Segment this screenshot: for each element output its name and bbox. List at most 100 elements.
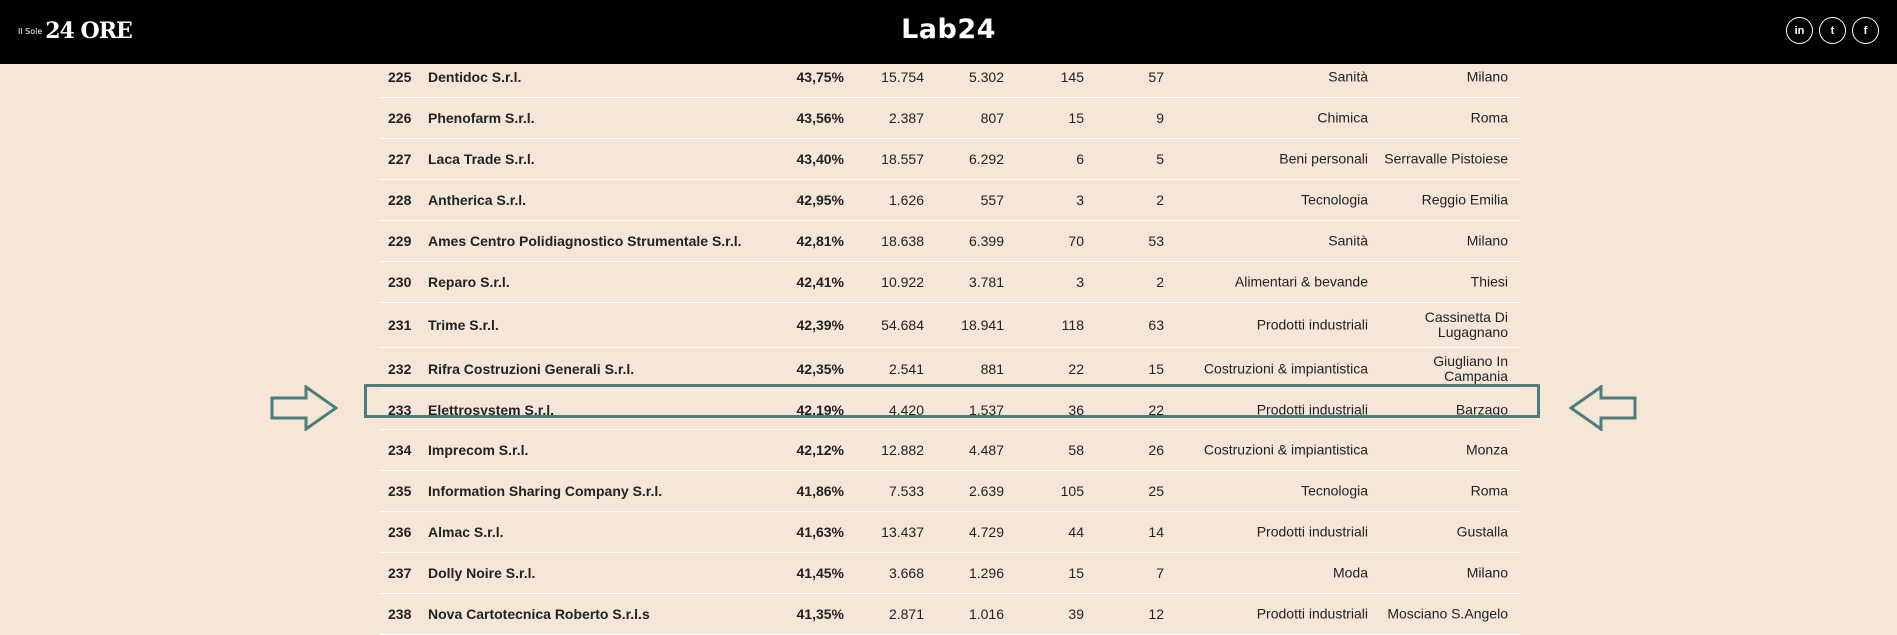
employees-cell: 44: [1068, 524, 1084, 540]
sector-cell: Prodotti industriali: [1256, 401, 1368, 418]
sector-cell: Prodotti industriali: [1256, 523, 1368, 540]
employees-cell: 3: [1076, 192, 1084, 208]
revenue-prev-cell: 1.537: [968, 402, 1004, 418]
employees-prev-cell: 22: [1148, 402, 1164, 418]
employees-cell: 15: [1068, 565, 1084, 581]
employees-prev-cell: 9: [1156, 110, 1164, 126]
rank-cell: 234: [388, 442, 412, 458]
company-name-cell[interactable]: Elettrosystem S.r.l.: [428, 402, 555, 418]
company-name-cell[interactable]: Laca Trade S.r.l.: [428, 151, 535, 167]
table-row: 230 Reparo S.r.l. 42,41% 10.922 3.781 3 2 Alime…: [380, 262, 1520, 303]
revenue-prev-cell: 881: [980, 361, 1004, 377]
social-links: in t f: [1786, 17, 1879, 44]
employees-prev-cell: 57: [1148, 69, 1164, 85]
employees-prev-cell: 5: [1156, 151, 1164, 167]
company-name-cell[interactable]: Imprecom S.r.l.: [428, 442, 529, 458]
left-arrow-icon: [1569, 385, 1637, 431]
company-name-cell[interactable]: Information Sharing Company S.r.l.: [428, 483, 663, 499]
sector-cell: Prodotti industriali: [1256, 605, 1368, 622]
revenue-prev-cell: 4.729: [968, 524, 1004, 540]
facebook-icon[interactable]: f: [1852, 17, 1879, 44]
city-cell: Monza: [1465, 441, 1508, 458]
city-cell: Mosciano S.Angelo: [1387, 605, 1508, 622]
company-name-cell[interactable]: Ames Centro Polidiagnostico Strumentale …: [428, 233, 742, 249]
employees-prev-cell: 2: [1156, 274, 1164, 290]
sole-24-ore-logo[interactable]: Il Sole 24 ORE: [18, 20, 133, 42]
logo-small-text: Il Sole: [18, 27, 43, 36]
revenue-prev-cell: 2.639: [968, 483, 1004, 499]
revenue-prev-cell: 4.487: [968, 442, 1004, 458]
revenue-cell: 12.882: [881, 442, 924, 458]
company-name-cell[interactable]: Antherica S.r.l.: [428, 192, 527, 208]
employees-prev-cell: 14: [1148, 524, 1164, 540]
table-row: 225 Dentidoc S.r.l. 43,75% 15.754 5.302 145 57…: [380, 57, 1520, 98]
revenue-cell: 2.871: [888, 606, 924, 622]
sector-cell: Moda: [1332, 564, 1368, 581]
company-name-cell[interactable]: Reparo S.r.l.: [428, 274, 510, 290]
growth-rate-cell: 42,39%: [796, 317, 844, 333]
right-arrow-icon: [270, 385, 338, 431]
growth-rate-cell: 43,56%: [796, 110, 844, 126]
company-name-cell[interactable]: Dolly Noire S.r.l.: [428, 565, 536, 581]
employees-prev-cell: 15: [1148, 361, 1164, 377]
employees-cell: 118: [1061, 317, 1084, 333]
rank-cell: 227: [388, 151, 412, 167]
table-row: 235 Information Sharing Company S.r.l. 41,…: [380, 471, 1520, 512]
revenue-prev-cell: 6.292: [968, 151, 1004, 167]
company-name-cell[interactable]: Dentidoc S.r.l.: [428, 69, 522, 85]
employees-cell: 39: [1068, 606, 1084, 622]
revenue-cell: 18.557: [881, 151, 924, 167]
city-cell: Thiesi: [1470, 273, 1508, 290]
company-name-cell[interactable]: Phenofarm S.r.l.: [428, 110, 535, 126]
city-cell: Milano: [1466, 232, 1508, 249]
twitter-icon[interactable]: t: [1819, 17, 1846, 44]
sector-cell: Sanità: [1328, 68, 1368, 85]
rank-cell: 237: [388, 565, 412, 581]
revenue-prev-cell: 557: [980, 192, 1004, 208]
sector-cell: Costruzioni & impiantistica: [1203, 441, 1368, 458]
city-cell: Milano: [1466, 564, 1508, 581]
growth-rate-cell: 43,75%: [796, 69, 844, 85]
growth-rate-cell: 41,35%: [796, 606, 844, 622]
employees-cell: 105: [1060, 483, 1084, 499]
growth-rate-cell: 41,63%: [796, 524, 844, 540]
company-name-cell[interactable]: Almac S.r.l.: [428, 524, 504, 540]
rank-cell: 231: [388, 317, 412, 333]
employees-prev-cell: 26: [1148, 442, 1164, 458]
company-name-cell[interactable]: Rifra Costruzioni Generali S.r.l.: [428, 361, 635, 377]
table-row: 231 Trime S.r.l. 42,39% 54.684 18.941 118 63 Pr…: [380, 303, 1520, 348]
table-row: 229 Ames Centro Polidiagnostico Strumenta…: [380, 221, 1520, 262]
company-name-cell[interactable]: Trime S.r.l.: [428, 317, 499, 333]
revenue-cell: 13.437: [881, 524, 924, 540]
growth-rate-cell: 42,95%: [796, 192, 844, 208]
growth-rate-cell: 42,35%: [796, 361, 844, 377]
table-row: 234 Imprecom S.r.l. 42,12% 12.882 4.487 58 26 C…: [380, 430, 1520, 471]
top-bar: Il Sole 24 ORE Lab24 in t f: [0, 0, 1897, 64]
table-row: 238 Nova Cartotecnica Roberto S.r.l.s 41,3…: [380, 594, 1520, 635]
growth-rate-cell: 42,19%: [796, 402, 844, 418]
table-row: 226 Phenofarm S.r.l. 43,56% 2.387 807 15 9 Chim…: [380, 98, 1520, 139]
revenue-prev-cell: 3.781: [968, 274, 1004, 290]
revenue-prev-cell: 18.941: [961, 317, 1004, 333]
employees-cell: 36: [1068, 402, 1084, 418]
lab24-logo[interactable]: Lab24: [901, 14, 996, 45]
table-row: 237 Dolly Noire S.r.l. 41,45% 3.668 1.296 15 7…: [380, 553, 1520, 594]
employees-prev-cell: 2: [1156, 192, 1164, 208]
employees-prev-cell: 63: [1148, 317, 1164, 333]
employees-cell: 70: [1068, 233, 1084, 249]
revenue-prev-cell: 5.302: [968, 69, 1004, 85]
rank-cell: 238: [388, 606, 412, 622]
rank-cell: 236: [388, 524, 412, 540]
employees-prev-cell: 12: [1148, 606, 1164, 622]
revenue-cell: 1.626: [888, 192, 924, 208]
table-row: 228 Antherica S.r.l. 42,95% 1.626 557 3 2 Tecno…: [380, 180, 1520, 221]
revenue-cell: 54.684: [881, 317, 924, 333]
sector-cell: Chimica: [1317, 109, 1368, 126]
table-row: 233 Elettrosystem S.r.l. 42,19% 4.420 1.537 3…: [380, 391, 1520, 430]
company-name-cell[interactable]: Nova Cartotecnica Roberto S.r.l.s: [428, 606, 650, 622]
linkedin-icon[interactable]: in: [1786, 17, 1813, 44]
ranking-table: 225 Dentidoc S.r.l. 43,75% 15.754 5.302 145 57…: [380, 57, 1520, 635]
rank-cell: 225: [388, 69, 412, 85]
employees-cell: 145: [1060, 69, 1084, 85]
employees-cell: 6: [1076, 151, 1084, 167]
